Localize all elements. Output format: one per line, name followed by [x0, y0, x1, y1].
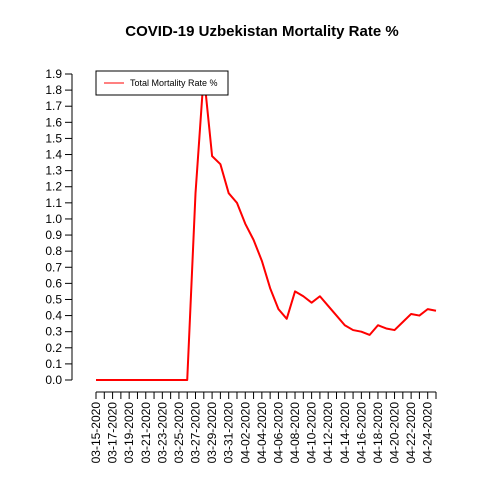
y-tick-label: 1.3 [45, 164, 62, 178]
y-tick-label: 1.9 [45, 67, 62, 81]
y-tick-label: 1.8 [45, 83, 62, 97]
x-tick-label: 04-18-2020 [371, 402, 385, 464]
y-tick-label: 0.9 [45, 228, 62, 242]
x-tick-label: 04-14-2020 [338, 402, 352, 464]
series-line-total-mortality-rate [96, 73, 437, 381]
y-tick-label: 0.7 [45, 260, 62, 274]
x-tick-label: 03-17-2020 [106, 402, 120, 464]
x-tick-label: 04-20-2020 [388, 402, 402, 464]
legend: Total Mortality Rate % [95, 70, 229, 96]
x-tick-label: 04-02-2020 [238, 402, 252, 464]
y-tick-label: 0.8 [45, 244, 62, 258]
x-tick-label: 04-24-2020 [421, 402, 435, 464]
y-tick-label: 1.7 [45, 99, 62, 113]
x-tick-label: 03-15-2020 [89, 402, 103, 464]
y-tick-label: 0.2 [45, 341, 62, 355]
x-tick-label: 03-31-2020 [222, 402, 236, 464]
x-tick-label: 03-27-2020 [189, 402, 203, 464]
chart-title: COVID-19 Uzbekistan Mortality Rate % [125, 23, 398, 40]
y-axis: 0.0 0.1 0.2 0.3 0.4 0.5 0.6 0.7 0.8 0.9 1.0 1.1 1.2 1… [45, 67, 73, 387]
x-tick-label: 04-10-2020 [305, 402, 319, 464]
y-tick-label: 1.4 [45, 148, 62, 162]
x-tick-label: 04-04-2020 [255, 402, 269, 464]
x-tick-label: 04-12-2020 [321, 402, 335, 464]
y-tick-label: 0.0 [45, 373, 62, 387]
y-tick-label: 1.2 [45, 180, 62, 194]
series-layer [95, 73, 437, 381]
legend-entry-total-mortality-rate: Total Mortality Rate % [130, 78, 218, 88]
y-tick-label: 0.4 [45, 309, 62, 323]
y-tick-label: 0.5 [45, 292, 62, 306]
x-tick-label: 04-16-2020 [354, 402, 368, 464]
y-tick-label: 1.5 [45, 131, 62, 145]
y-tick-label: 1.0 [45, 212, 62, 226]
x-tick-label: 04-06-2020 [271, 402, 285, 464]
x-tick-label: 04-22-2020 [404, 402, 418, 464]
y-tick-label: 0.1 [45, 357, 62, 371]
y-tick-label: 0.6 [45, 276, 62, 290]
x-tick-label: 03-29-2020 [205, 402, 219, 464]
y-tick-label: 1.1 [45, 196, 62, 210]
y-tick-label: 0.3 [45, 325, 62, 339]
x-tick-label: 03-21-2020 [139, 402, 153, 464]
x-tick-label: 04-08-2020 [288, 402, 302, 464]
y-tick-label: 1.6 [45, 115, 62, 129]
x-tick-label: 03-23-2020 [155, 402, 169, 464]
x-tick-label: 03-25-2020 [172, 402, 186, 464]
x-axis: 03-15-2020 03-17-2020 03-19-2020 03-21-2020… [89, 391, 437, 464]
x-tick-label: 03-19-2020 [122, 402, 136, 464]
